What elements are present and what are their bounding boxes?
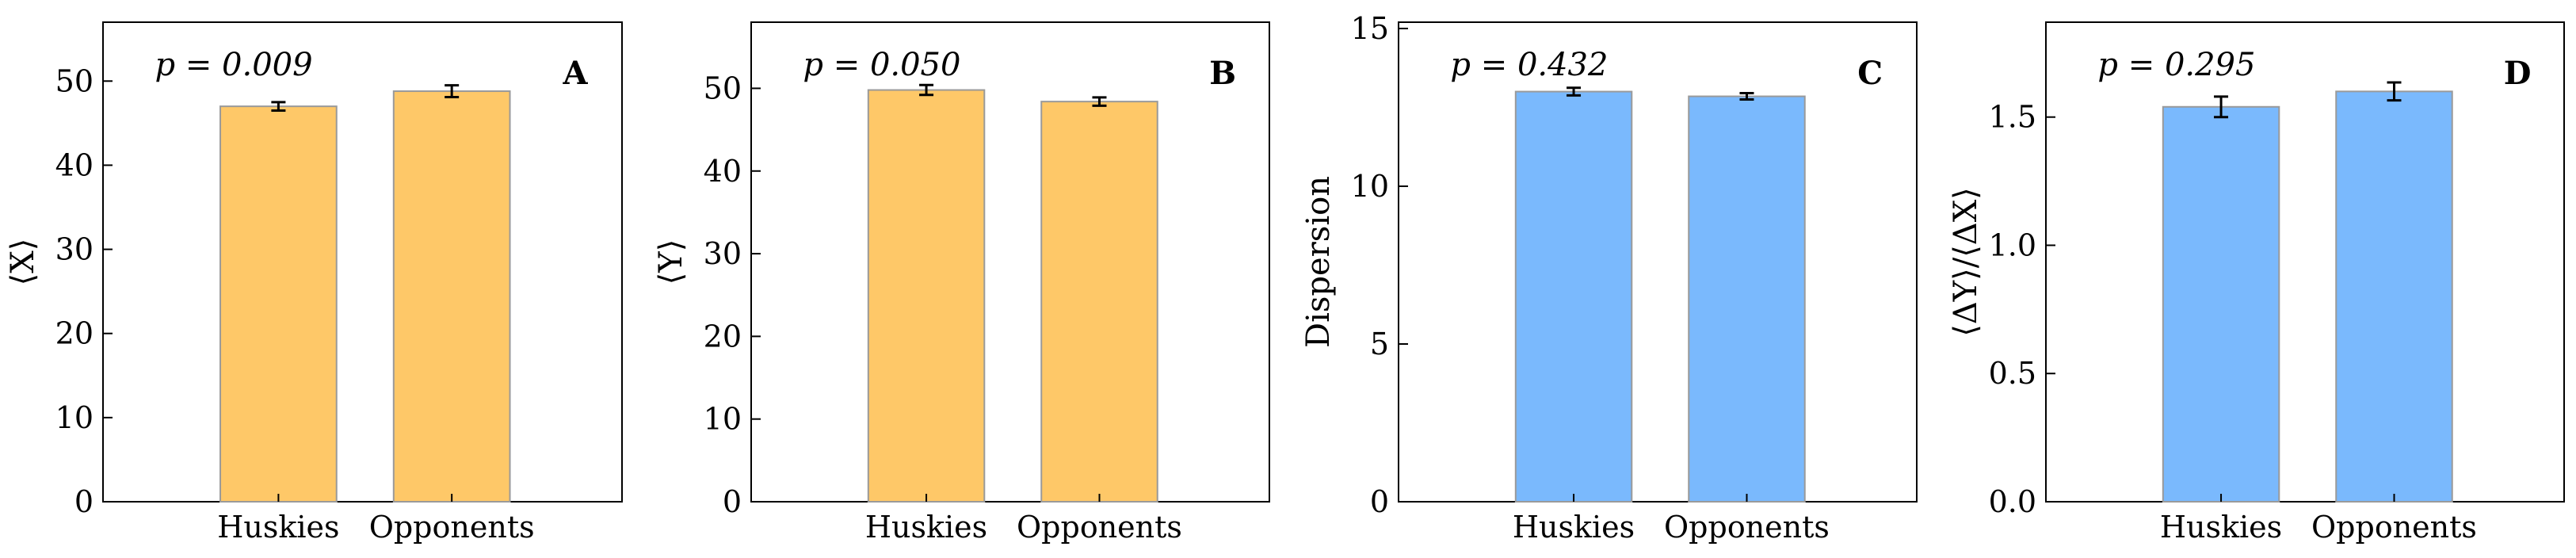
panel-letter: A <box>563 55 589 92</box>
x-tick-label: Opponents <box>1017 510 1182 545</box>
chart-panel-b: Huskies Opponents 0 10 20 30 40 50 ⟨Y⟩ p = 0.050 B <box>653 21 1270 545</box>
y-tick-label: 0 <box>74 484 93 519</box>
y-axis-label: Dispersion <box>1300 176 1337 348</box>
y-tick-label: 20 <box>704 319 742 354</box>
p-value-annotation: p = 0.295 <box>2097 47 2255 83</box>
y-tick-label: 30 <box>55 232 93 267</box>
y-tick-label: 50 <box>55 63 93 98</box>
bar-huskies <box>1514 90 1633 503</box>
y-tick-label: 40 <box>704 154 742 189</box>
y-axis-label: ⟨Y⟩ <box>653 239 689 285</box>
y-tick-label: 0.5 <box>1989 356 2036 391</box>
bar-opponents <box>392 90 511 503</box>
y-tick-label: 10 <box>704 402 742 437</box>
bar-opponents <box>1688 95 1806 503</box>
panel-letter: C <box>1857 55 1883 92</box>
chart-panel-d: Huskies Opponents 0.0 0.5 1.0 1.5 ⟨ΔY⟩/⟨ΔX⟩ p =… <box>1948 21 2565 545</box>
y-tick-label: 10 <box>55 400 93 435</box>
bar-opponents <box>2335 90 2453 503</box>
y-tick-label: 0 <box>1370 484 1389 519</box>
y-tick-label: 50 <box>704 71 742 105</box>
chart-panel-c: Huskies Opponents 0 5 10 15 Dispersion p = 0.43… <box>1300 11 1918 545</box>
bar-huskies <box>219 105 338 503</box>
y-tick-label: 20 <box>55 316 93 351</box>
x-tick-label: Opponents <box>1664 510 1830 545</box>
x-tick-label: Opponents <box>369 510 535 545</box>
x-tick-label: Huskies <box>1513 510 1635 545</box>
y-tick-label: 0.0 <box>1989 484 2036 519</box>
y-tick-label: 0 <box>723 484 742 519</box>
chart-panel-a: Huskies Opponents 0 10 20 30 40 50 ⟨X⟩ p = 0.009 A <box>5 21 623 545</box>
x-tick-label: Opponents <box>2311 510 2477 545</box>
bar-huskies <box>2162 105 2280 503</box>
bar-opponents <box>1040 101 1158 503</box>
p-value-annotation: p = 0.050 <box>803 47 960 83</box>
y-tick-label: 1.0 <box>1989 227 2036 262</box>
axes-frame <box>2045 21 2565 503</box>
y-tick-label: 15 <box>1351 11 1389 46</box>
panel-letter: D <box>2504 55 2532 92</box>
axes-frame <box>102 21 623 503</box>
p-value-annotation: p = 0.009 <box>155 47 313 83</box>
y-tick-label: 10 <box>1351 169 1389 204</box>
y-axis-label: ⟨X⟩ <box>5 239 41 286</box>
panel-letter: B <box>1209 55 1236 92</box>
y-tick-label: 30 <box>704 236 742 271</box>
x-tick-label: Huskies <box>2160 510 2282 545</box>
x-tick-label: Huskies <box>865 510 987 545</box>
axes-frame <box>1398 21 1918 503</box>
p-value-annotation: p = 0.432 <box>1450 47 1608 83</box>
y-tick-label: 1.5 <box>1989 100 2036 135</box>
y-tick-label: 5 <box>1370 327 1389 361</box>
y-tick-label: 40 <box>55 147 93 182</box>
x-tick-label: Huskies <box>217 510 339 545</box>
bar-huskies <box>867 89 986 503</box>
axes-frame <box>750 21 1270 503</box>
y-axis-label: ⟨ΔY⟩/⟨ΔX⟩ <box>1948 187 1984 337</box>
